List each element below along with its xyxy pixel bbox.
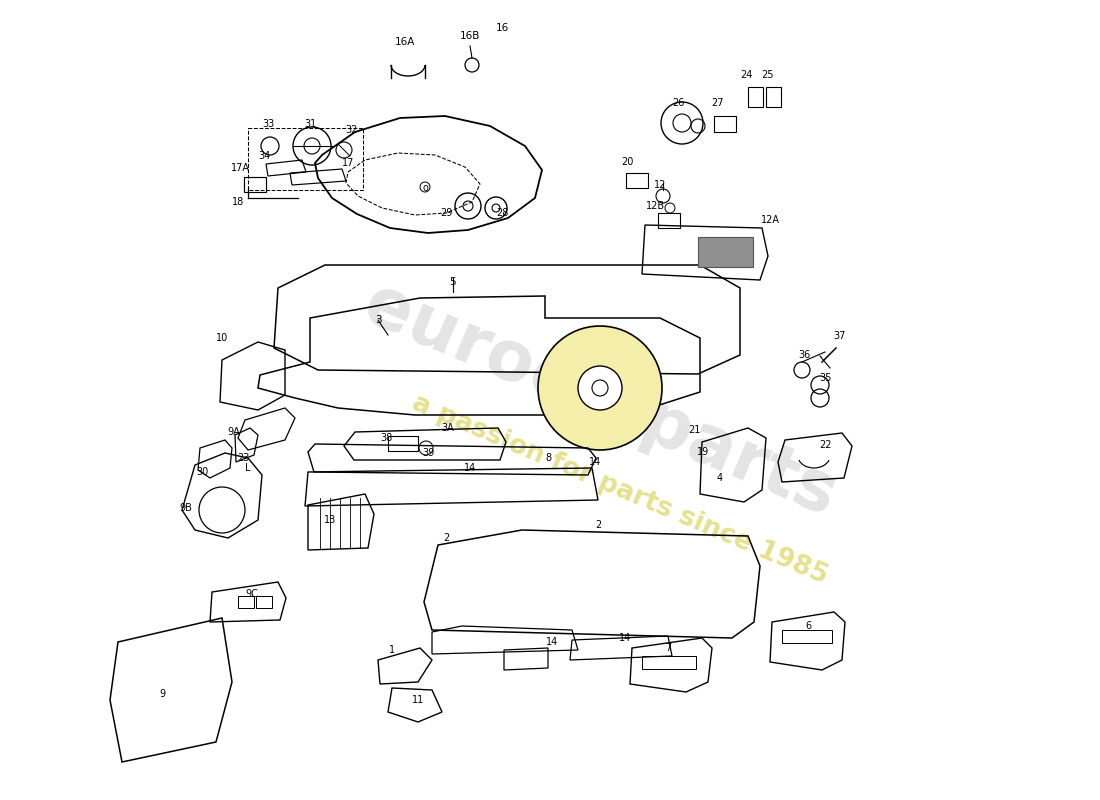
Text: 22: 22 (820, 440, 833, 450)
Text: 17A: 17A (231, 163, 250, 173)
Text: 10: 10 (216, 333, 228, 343)
Bar (388, 436, 418, 451)
Bar (248, 128, 363, 190)
Text: 23: 23 (236, 453, 250, 463)
Text: 35: 35 (820, 373, 833, 383)
Text: 9C: 9C (245, 589, 258, 599)
Text: 13: 13 (323, 515, 337, 525)
Text: 16B: 16B (460, 31, 481, 41)
Text: 9: 9 (158, 689, 165, 699)
Text: 32: 32 (345, 125, 359, 135)
Text: 30: 30 (196, 467, 208, 477)
Text: 2: 2 (595, 520, 601, 530)
Text: 6: 6 (805, 621, 811, 631)
Text: 2: 2 (443, 533, 449, 543)
Bar (244, 177, 266, 192)
Text: 34: 34 (257, 151, 271, 161)
Bar (256, 596, 272, 608)
Circle shape (538, 326, 662, 450)
Text: 14: 14 (546, 637, 558, 647)
Text: 16: 16 (495, 23, 508, 33)
Text: 21: 21 (688, 425, 701, 435)
Text: eurocarparts: eurocarparts (354, 270, 846, 530)
Bar (782, 630, 832, 643)
Text: a passion for parts since 1985: a passion for parts since 1985 (408, 390, 832, 590)
Text: 11: 11 (411, 695, 425, 705)
Bar (766, 87, 781, 107)
Text: 14: 14 (619, 633, 631, 643)
Text: 19: 19 (697, 447, 710, 457)
Text: L: L (245, 463, 251, 473)
Text: 5: 5 (450, 277, 456, 287)
Text: 39: 39 (422, 448, 435, 458)
Text: 3A: 3A (441, 423, 454, 433)
Text: 27: 27 (712, 98, 724, 108)
Bar (714, 116, 736, 132)
Text: 14: 14 (588, 457, 601, 467)
Text: 16A: 16A (395, 37, 415, 47)
Text: 36: 36 (798, 350, 810, 360)
Text: 14: 14 (464, 463, 476, 473)
Text: 12A: 12A (760, 215, 780, 225)
Text: 7: 7 (664, 643, 671, 653)
Text: 17: 17 (342, 158, 354, 168)
Text: 9B: 9B (179, 503, 192, 513)
Text: 26: 26 (672, 98, 684, 108)
Text: 1: 1 (389, 645, 395, 655)
Text: 29: 29 (440, 208, 452, 218)
Bar (658, 213, 680, 228)
Text: 33: 33 (262, 119, 274, 129)
Text: o: o (422, 183, 428, 193)
Text: 37: 37 (834, 331, 846, 341)
Text: 18: 18 (232, 197, 244, 207)
Text: 9A: 9A (228, 427, 241, 437)
Text: 3: 3 (375, 315, 382, 325)
Text: 8: 8 (544, 453, 551, 463)
Bar (238, 596, 254, 608)
Bar (748, 87, 763, 107)
Text: 20: 20 (620, 157, 634, 167)
Text: 24: 24 (740, 70, 752, 80)
Text: 28: 28 (496, 208, 508, 218)
Text: 38: 38 (379, 433, 392, 443)
Text: 31: 31 (304, 119, 316, 129)
Circle shape (578, 366, 621, 410)
Bar (626, 173, 648, 188)
Text: 12: 12 (653, 180, 667, 190)
Bar (698, 237, 754, 267)
Text: 4: 4 (717, 473, 723, 483)
Text: 12B: 12B (647, 201, 666, 211)
Bar (642, 656, 696, 669)
Text: 25: 25 (761, 70, 774, 80)
